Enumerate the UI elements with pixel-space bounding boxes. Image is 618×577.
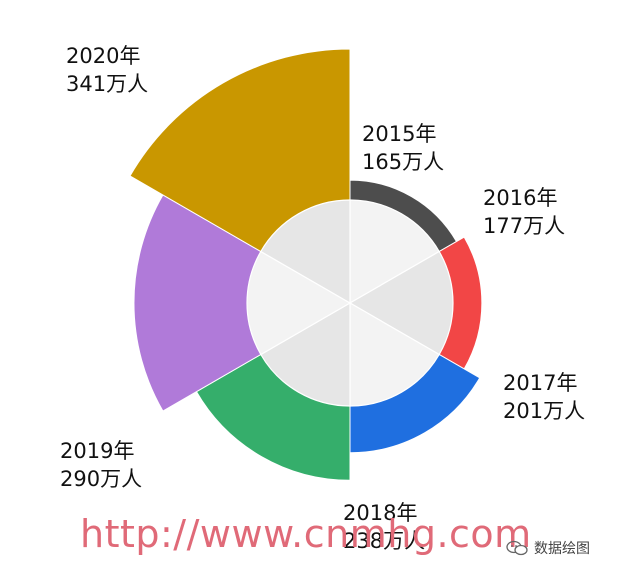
label-group: 2015年 165万人 2016年 177万人 2017年 201万人 2018年 238万人… [60, 44, 585, 553]
category-label-5: 2020年 [66, 44, 140, 68]
inner-sector-0 [349, 199, 441, 305]
value-label-3: 238万人 [343, 529, 425, 553]
category-label-2: 2017年 [503, 371, 577, 395]
category-label-1: 2016年 [483, 186, 557, 210]
value-label-2: 201万人 [503, 399, 585, 423]
category-label-4: 2019年 [60, 439, 134, 463]
inner-ring-group [246, 199, 454, 407]
value-label-1: 177万人 [483, 214, 565, 238]
value-label-5: 341万人 [66, 72, 148, 96]
sector-4 [133, 194, 351, 412]
inner-sector-2 [349, 301, 441, 407]
brand-text: 数据绘图 [534, 541, 590, 557]
inner-sector-4 [246, 250, 352, 356]
value-label-4: 290万人 [60, 467, 142, 491]
inner-sector-5 [259, 199, 351, 305]
watermark-text: http://www.cnmhg.com [80, 512, 532, 556]
inner-sector-3 [259, 301, 351, 407]
category-label-3: 2018年 [343, 501, 417, 525]
brand-badge: 数据绘图 [506, 538, 590, 558]
wechat-icon [506, 540, 528, 556]
category-label-0: 2015年 [362, 122, 436, 146]
value-label-0: 165万人 [362, 150, 444, 174]
inner-sector-1 [348, 250, 454, 356]
